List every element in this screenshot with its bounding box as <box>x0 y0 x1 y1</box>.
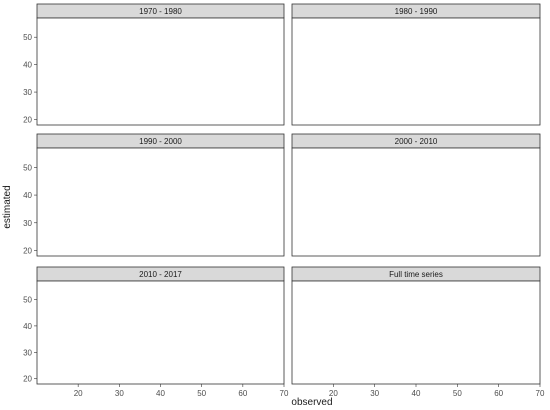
panel-border <box>291 280 541 385</box>
y-tick-label: 40 <box>23 322 32 331</box>
y-tick-label: 30 <box>23 88 32 97</box>
panel-border <box>36 147 285 257</box>
panel-border <box>291 17 541 126</box>
panel-5: 2010 - 2017y = c(0.035) + c(1) · x, r² =… <box>23 266 289 398</box>
panel-1: 1970 - 1980y = c(-0.44) + c(1) · x, r² =… <box>23 3 285 126</box>
y-tick-label: 20 <box>23 116 32 125</box>
panel-title: 2000 - 2010 <box>395 137 438 146</box>
panel-title: Full time series <box>389 270 443 279</box>
x-tick-label: 20 <box>329 389 338 398</box>
panel-title: 1980 - 1990 <box>395 7 438 16</box>
x-tick-label: 50 <box>197 389 206 398</box>
y-axis-title: estimated <box>2 185 13 228</box>
y-tick-label: 20 <box>23 246 32 255</box>
panel-6: Full time seriesy = c(-1) + c(1) · x, r²… <box>291 266 545 398</box>
y-tick-label: 30 <box>23 219 32 228</box>
x-tick-label: 30 <box>115 389 124 398</box>
y-tick-label: 40 <box>23 61 32 70</box>
x-tick-label: 60 <box>238 389 247 398</box>
y-tick-label: 40 <box>23 191 32 200</box>
x-axis-title: observed <box>291 397 332 408</box>
y-tick-label: 20 <box>23 375 32 384</box>
panels-layer: 1970 - 1980y = c(-0.44) + c(1) · x, r² =… <box>23 3 545 398</box>
panel-title: 1990 - 2000 <box>139 137 182 146</box>
panel-3: 1990 - 2000y = c(-2) + c(1.1) · x, r² = … <box>23 133 285 257</box>
x-tick-label: 70 <box>280 389 289 398</box>
panel-border <box>291 147 541 257</box>
x-tick-label: 30 <box>370 389 379 398</box>
panel-border <box>36 17 285 126</box>
x-tick-label: 70 <box>536 389 545 398</box>
panel-4: 2000 - 2010y = c(-5.3) + c(1.2) · x, r² … <box>291 133 541 257</box>
x-tick-label: 50 <box>453 389 462 398</box>
x-tick-label: 40 <box>156 389 165 398</box>
panel-border <box>36 280 285 385</box>
panel-title: 2010 - 2017 <box>139 270 182 279</box>
y-tick-label: 50 <box>23 163 32 172</box>
y-tick-label: 30 <box>23 348 32 357</box>
y-tick-label: 50 <box>23 295 32 304</box>
x-tick-label: 20 <box>74 389 83 398</box>
panel-2: 1980 - 1990y = c(-0.16) + c(1) · x, r² =… <box>291 3 541 126</box>
panel-title: 1970 - 1980 <box>139 7 182 16</box>
x-tick-label: 40 <box>412 389 421 398</box>
y-tick-label: 50 <box>23 33 32 42</box>
x-tick-label: 60 <box>494 389 503 398</box>
